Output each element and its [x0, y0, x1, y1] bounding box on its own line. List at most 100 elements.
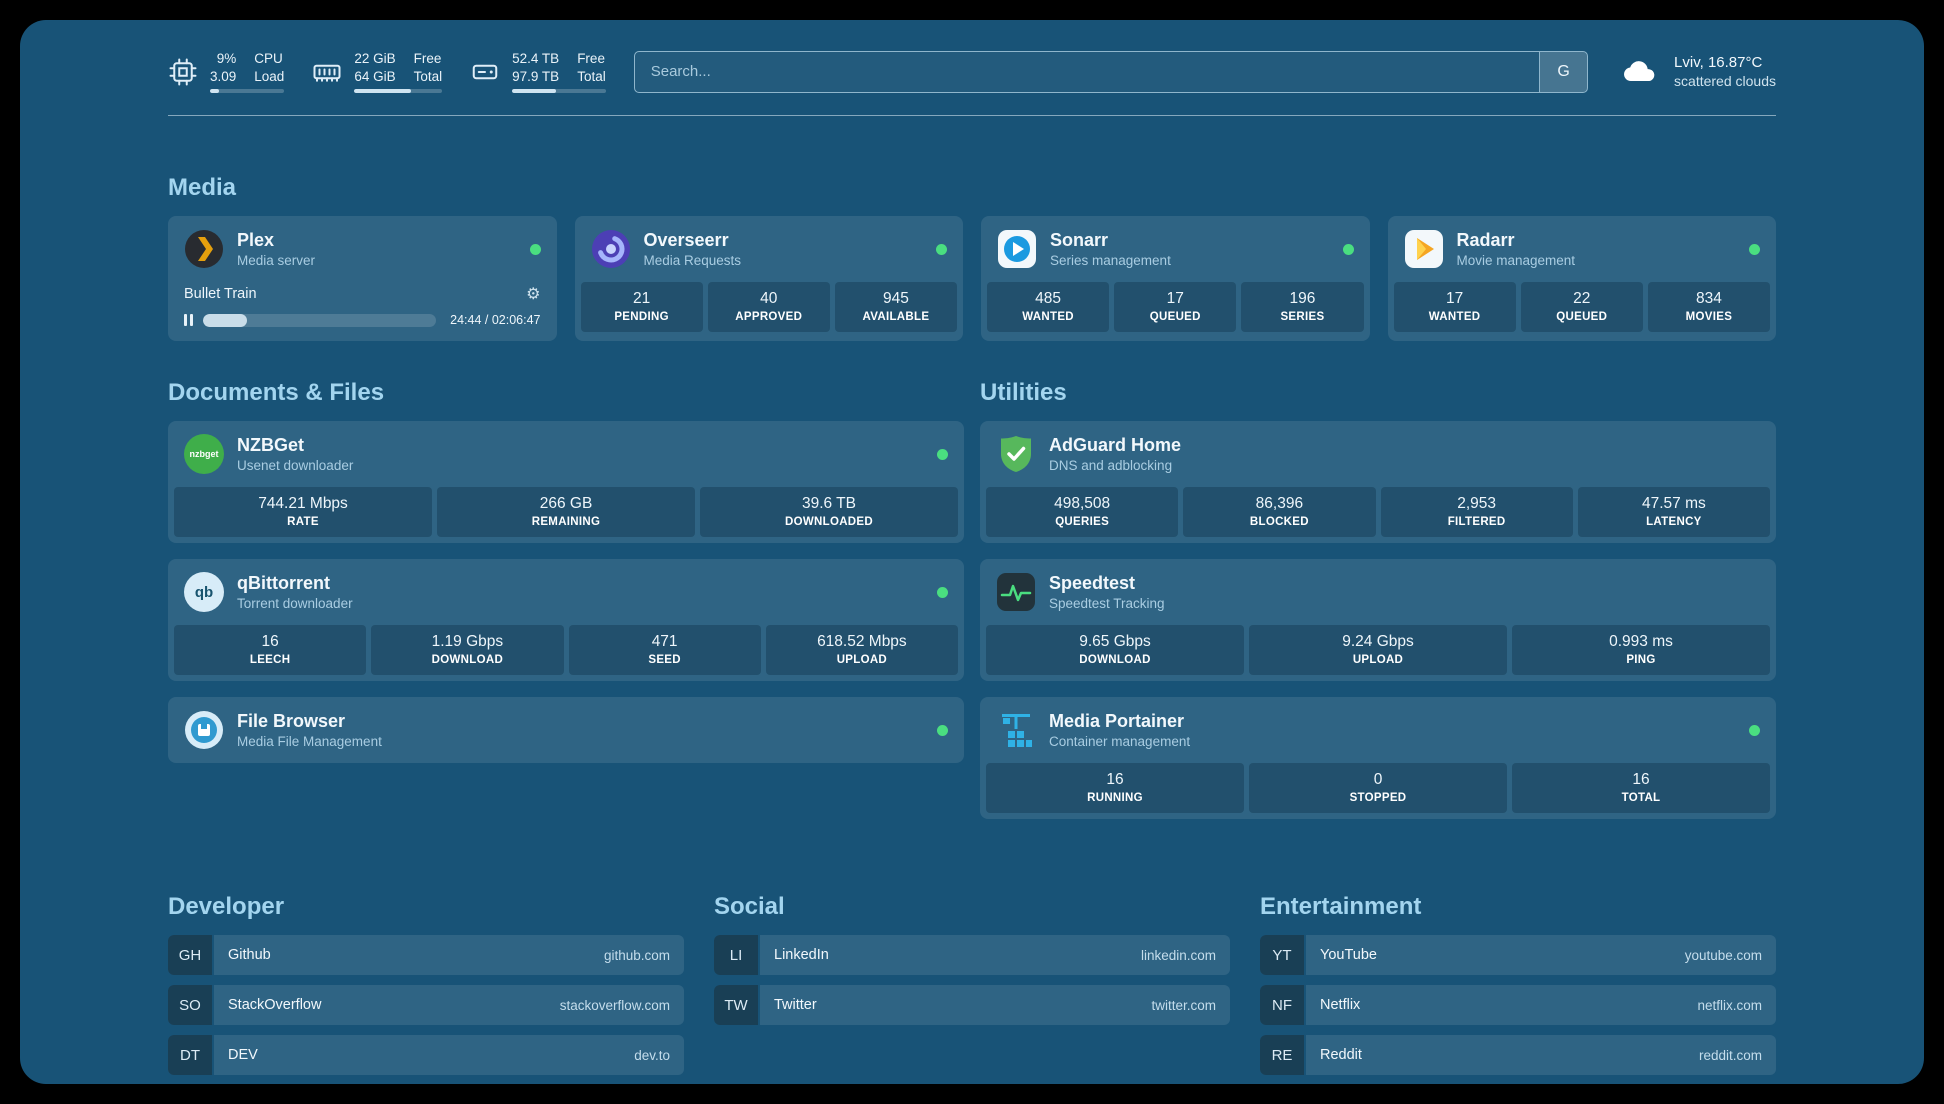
topbar: 9% CPU 3.09 Load 22 GiB Free 64 GiB Tota…: [168, 20, 1776, 117]
bookmark-domain: linkedin.com: [1140, 947, 1216, 963]
memory-widget: 22 GiB Free 64 GiB Total: [312, 50, 443, 94]
bookmark-domain: netflix.com: [1697, 997, 1762, 1013]
bookmark-domain: github.com: [603, 947, 670, 963]
section-utilities: Utilities AdGuard Home DNS and adblockin…: [980, 379, 1776, 835]
bookmark-abbr: RE: [1260, 1035, 1306, 1076]
disk-icon: [472, 64, 498, 79]
stat-seed: 471 SEED: [568, 625, 761, 676]
stat-rate: 744.21 Mbps RATE: [174, 487, 432, 538]
cpu-label-2: Load: [254, 68, 285, 84]
service-card-qbittorrent[interactable]: qb qBittorrent Torrent downloader 16 LEEC…: [168, 559, 964, 682]
bookmark-abbr: LI: [714, 935, 760, 976]
cpu-value-load: 3.09: [210, 68, 237, 84]
bookmark-reddit[interactable]: RE Reddit reddit.com: [1260, 1035, 1776, 1076]
service-card-filebrowser[interactable]: File Browser Media File Management: [168, 697, 964, 764]
stat-latency: 47.57 ms LATENCY: [1577, 487, 1770, 538]
bookmark-domain: youtube.com: [1684, 947, 1762, 963]
status-dot: [937, 448, 948, 460]
service-card-overseerr[interactable]: Overseerr Media Requests 21 PENDING 40 APP…: [574, 216, 963, 342]
adguard-icon: [996, 434, 1036, 474]
service-subtitle: Torrent downloader: [237, 596, 353, 612]
stat-blocked: 86,396 BLOCKED: [1183, 487, 1376, 538]
service-name: File Browser: [237, 710, 346, 731]
service-name: Overseerr: [643, 229, 729, 250]
search-input[interactable]: [634, 51, 1540, 92]
bookmark-name: Github: [228, 947, 271, 964]
bookmark-name: StackOverflow: [228, 997, 322, 1014]
status-dot: [936, 243, 947, 255]
bookmark-github[interactable]: GH Github github.com: [168, 935, 684, 976]
status-dot: [1749, 243, 1760, 255]
stat-stopped: 0 STOPPED: [1249, 763, 1507, 814]
stat-queries: 498,508 QUERIES: [986, 487, 1179, 538]
cpu-icon: [169, 58, 197, 86]
service-card-speedtest[interactable]: Speedtest Speedtest Tracking 9.65 Gbps DO…: [980, 559, 1776, 682]
playback-time: 24:44 / 02:06:47: [450, 313, 541, 328]
stat-movies: 834 MOVIES: [1647, 282, 1771, 333]
disk-total-label: Total: [577, 68, 606, 84]
bookmark-youtube[interactable]: YT YouTube youtube.com: [1260, 935, 1776, 976]
stat-upload: 618.52 Mbps UPLOAD: [765, 625, 958, 676]
service-subtitle: Media File Management: [237, 734, 382, 750]
bookmark-stackoverflow[interactable]: SO StackOverflow stackoverflow.com: [168, 985, 684, 1026]
bookmark-abbr: YT: [1260, 935, 1306, 976]
service-card-nzbget[interactable]: nzbget NZBGet Usenet downloader 744.21 M…: [168, 421, 964, 544]
section-title-documents: Documents & Files: [168, 379, 385, 407]
settings-gear-icon: ⚙: [526, 286, 541, 304]
service-subtitle: Container management: [1049, 734, 1191, 750]
memory-free-value: 22 GiB: [354, 51, 396, 66]
bookmark-abbr: TW: [714, 985, 760, 1026]
status-dot: [1749, 724, 1760, 736]
bookmark-group-entertainment: Entertainment YT YouTube youtube.com NF …: [1260, 893, 1776, 1076]
service-subtitle: Media server: [237, 253, 316, 269]
bookmark-name: Netflix: [1320, 997, 1361, 1014]
stat-ping: 0.993 ms PING: [1512, 625, 1770, 676]
service-subtitle: Media Requests: [643, 253, 742, 269]
stat-series: 196 SERIES: [1241, 282, 1364, 333]
bookmark-name: YouTube: [1320, 947, 1377, 964]
service-name: AdGuard Home: [1049, 434, 1182, 455]
disk-widget: 52.4 TB Free 97.9 TB Total: [470, 50, 606, 94]
section-documents: Documents & Files nzbget NZBGet Usenet d…: [168, 379, 964, 835]
bookmark-twitter[interactable]: TW Twitter twitter.com: [714, 985, 1230, 1026]
bookmark-name: DEV: [228, 1047, 258, 1064]
bookmark-name: Twitter: [774, 997, 817, 1014]
weather-location: Lviv, 16.87°C: [1674, 54, 1763, 72]
service-name: Speedtest: [1049, 572, 1136, 593]
service-name: Media Portainer: [1049, 710, 1185, 731]
stat-download: 9.65 Gbps DOWNLOAD: [986, 625, 1244, 676]
disk-usage-bar: [512, 89, 606, 94]
section-media: Media Plex Media server Bullet Train: [168, 174, 1776, 342]
stat-total: 16 TOTAL: [1512, 763, 1770, 814]
bookmark-domain: reddit.com: [1698, 1047, 1762, 1063]
service-card-portainer[interactable]: Media Portainer Container management 16 R…: [980, 697, 1776, 820]
cpu-value-percent: 9%: [216, 51, 237, 66]
sonarr-icon: [997, 229, 1037, 269]
disk-total-value: 97.9 TB: [512, 68, 560, 84]
service-card-plex[interactable]: Plex Media server Bullet Train ⚙ 24:44 /…: [168, 216, 557, 342]
now-playing-title: Bullet Train: [184, 286, 257, 303]
service-card-sonarr[interactable]: Sonarr Series management 485 WANTED 17 QUE…: [981, 216, 1370, 342]
bookmark-abbr: GH: [168, 935, 214, 976]
bookmark-name: Reddit: [1320, 1047, 1362, 1064]
bookmark-abbr: NF: [1260, 985, 1306, 1026]
service-name: NZBGet: [237, 434, 304, 455]
service-subtitle: Movie management: [1456, 253, 1576, 269]
service-card-radarr[interactable]: Radarr Movie management 17 WANTED 22 QUEUE…: [1387, 216, 1776, 342]
bookmark-dev[interactable]: DT DEV dev.to: [168, 1035, 684, 1076]
search-provider-button[interactable]: G: [1539, 51, 1588, 92]
bookmark-name: LinkedIn: [774, 947, 829, 964]
service-subtitle: Speedtest Tracking: [1049, 596, 1165, 612]
bookmark-netflix[interactable]: NF Netflix netflix.com: [1260, 985, 1776, 1026]
bookmark-linkedin[interactable]: LI LinkedIn linkedin.com: [714, 935, 1230, 976]
dashboard-panel: 9% CPU 3.09 Load 22 GiB Free 64 GiB Tota…: [20, 20, 1924, 1084]
bookmark-group-developer: Developer GH Github github.com SO StackO…: [168, 893, 684, 1076]
nzbget-icon: nzbget: [184, 434, 224, 475]
service-card-adguard[interactable]: AdGuard Home DNS and adblocking 498,508 Q…: [980, 421, 1776, 544]
cpu-usage-bar: [210, 89, 285, 94]
speedtest-icon: [996, 572, 1036, 612]
section-title-social: Social: [714, 893, 785, 921]
bookmark-group-social: Social LI LinkedIn linkedin.com TW Twitt…: [714, 893, 1230, 1075]
memory-free-label: Free: [413, 51, 442, 66]
portainer-icon: [996, 710, 1036, 750]
